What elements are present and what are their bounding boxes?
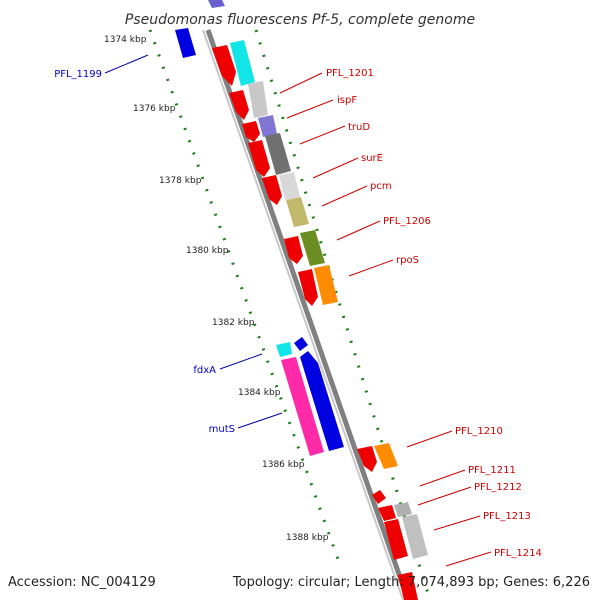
leader-line: [321, 185, 368, 207]
gene-block[interactable]: [298, 269, 318, 306]
gene-block[interactable]: [242, 121, 260, 142]
leader-line: [417, 486, 472, 506]
tick-label: 1374 kbp: [104, 35, 147, 45]
tick-label: 1376 kbp: [133, 104, 176, 114]
gene-label-pcm[interactable]: pcm: [370, 181, 392, 192]
gene-blocks: [175, 0, 428, 600]
gene-label-muts[interactable]: mutS: [209, 424, 235, 435]
gene-block[interactable]: [284, 236, 303, 264]
gene-block[interactable]: [314, 265, 338, 305]
gene-label-pfl-1211[interactable]: PFL_1211: [468, 465, 516, 476]
backbone: [202, 29, 411, 600]
gene-block[interactable]: [276, 342, 292, 357]
leader-line: [445, 551, 492, 567]
genome-title: Pseudomonas fluorescens Pf-5, complete g…: [125, 12, 475, 28]
gene-block[interactable]: [258, 115, 277, 137]
tick-labels: 1374 kbp 1376 kbp 1378 kbp 1380 kbp 1382…: [104, 35, 329, 543]
leader-line: [299, 125, 346, 145]
gene-label-sure[interactable]: surE: [361, 153, 383, 164]
leader-line: [433, 515, 481, 531]
gene-block[interactable]: [294, 337, 308, 351]
gene-block[interactable]: [248, 140, 270, 177]
gene-block[interactable]: [300, 230, 325, 266]
gene-block[interactable]: [398, 572, 418, 600]
gene-label-pfl-1210[interactable]: PFL_1210: [455, 426, 503, 437]
leader-line: [219, 353, 263, 370]
leader-line: [419, 469, 466, 487]
gene-block[interactable]: [230, 40, 255, 86]
gene-block[interactable]: [279, 172, 300, 200]
gene-block[interactable]: [229, 90, 249, 120]
gene-block[interactable]: [378, 505, 396, 521]
gene-label-ispf[interactable]: ispF: [337, 95, 357, 106]
gene-label-pfl-1201[interactable]: PFL_1201: [326, 68, 374, 79]
gene-label-pfl-1213[interactable]: PFL_1213: [483, 511, 531, 522]
gene-block[interactable]: [175, 28, 196, 58]
tick-label: 1380 kbp: [186, 246, 229, 256]
tick-label: 1388 kbp: [286, 533, 329, 543]
leader-line: [406, 430, 453, 448]
leader-lines: [104, 54, 492, 567]
gene-block[interactable]: [384, 519, 408, 560]
gene-block[interactable]: [212, 45, 236, 86]
tick-label: 1384 kbp: [238, 388, 281, 398]
map-title: Pseudomonas fluorescens Pf-5, complete g…: [125, 12, 475, 28]
gene-block[interactable]: [374, 443, 398, 469]
gene-block[interactable]: [262, 175, 282, 205]
gene-label-pfl-1214[interactable]: PFL_1214: [494, 548, 542, 559]
leader-line: [348, 259, 394, 277]
tick-label: 1378 kbp: [159, 176, 202, 186]
footer: Accession: NC_004129 Topology: circular;…: [8, 575, 590, 590]
leader-line: [104, 54, 149, 74]
gene-block[interactable]: [265, 133, 291, 175]
gene-label-pfl-1212[interactable]: PFL_1212: [474, 482, 522, 493]
gene-block[interactable]: [402, 514, 428, 559]
accession-text: Accession: NC_004129: [8, 575, 156, 590]
gene-block[interactable]: [208, 0, 225, 8]
tick-label: 1382 kbp: [212, 318, 255, 328]
leader-line: [286, 99, 334, 119]
leader-line: [279, 72, 323, 94]
genome-summary-text: Topology: circular; Length: 7,074,893 bp…: [232, 575, 590, 590]
gene-label-trud[interactable]: truD: [348, 122, 370, 133]
gene-label-pfl-1206[interactable]: PFL_1206: [383, 216, 431, 227]
gene-block[interactable]: [372, 490, 386, 504]
gene-label-rpos[interactable]: rpoS: [396, 255, 419, 266]
gene-label-fdxa[interactable]: fdxA: [193, 365, 216, 376]
gene-block[interactable]: [286, 197, 309, 227]
gene-block[interactable]: [281, 357, 324, 456]
gene-labels: PFL_1199 PFL_1201 ispF truD surE pcm PFL…: [54, 68, 542, 559]
gene-block[interactable]: [248, 81, 268, 118]
leader-line: [336, 220, 381, 241]
gene-block[interactable]: [357, 446, 377, 472]
leader-line: [312, 157, 359, 179]
leader-line: [237, 412, 283, 429]
gene-block[interactable]: [394, 502, 412, 517]
tick-label: 1386 kbp: [262, 460, 305, 470]
gene-label-pfl-1199[interactable]: PFL_1199: [54, 69, 102, 80]
gene-block[interactable]: [300, 351, 344, 451]
